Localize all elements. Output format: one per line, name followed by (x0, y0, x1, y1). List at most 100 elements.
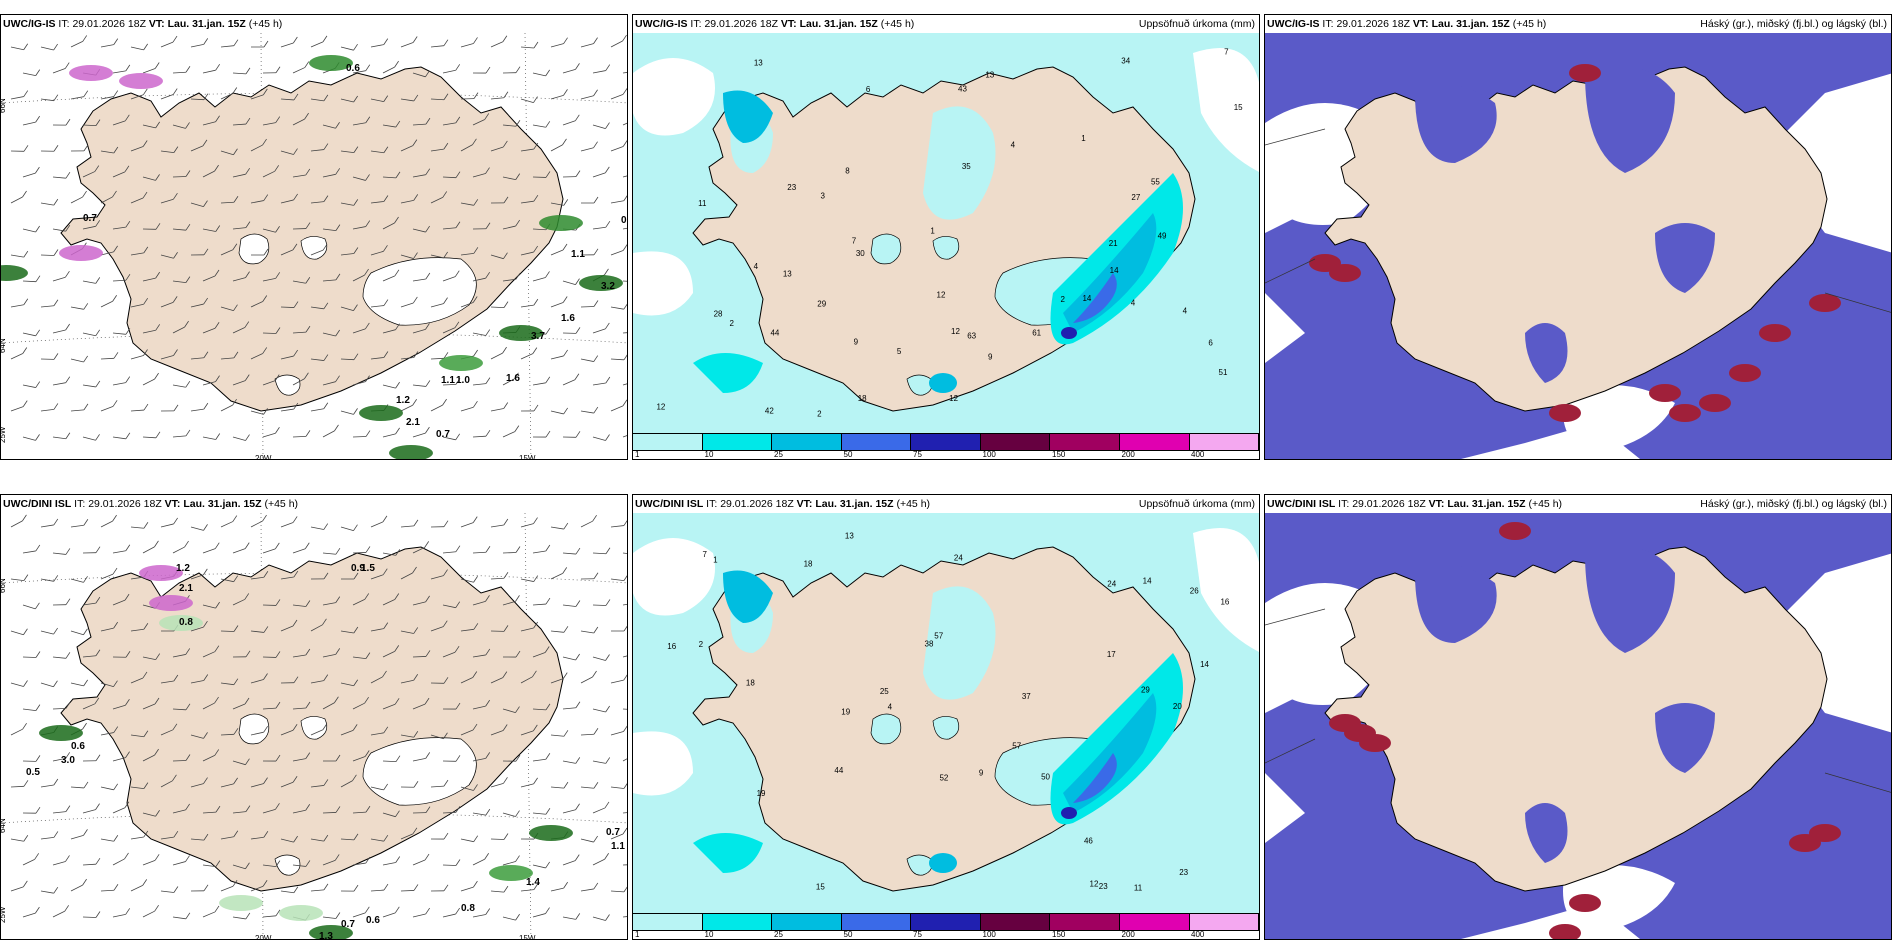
precip-value-label: 44 (834, 766, 843, 775)
panel-field-title: Háský (gr.), miðský (fj.bl.) og lágský (… (1700, 498, 1887, 510)
wind-value-label: 1.1 (611, 841, 625, 852)
lon-label: 15W (519, 454, 536, 460)
precip-value-label: 14 (1110, 266, 1119, 275)
precip-value-label: 19 (757, 789, 766, 798)
glacier-outline (300, 236, 328, 260)
vt-value: Lau. 31.jan. 15Z (815, 498, 894, 510)
colorbar-swatch (1119, 914, 1190, 930)
precip-value-label: 16 (667, 642, 676, 651)
it-label: IT: (1322, 18, 1334, 30)
lon-label: 25W (1, 426, 7, 443)
precip-value-label: 12 (656, 402, 665, 411)
colorbar-swatch (841, 914, 912, 930)
precip-value-label: 57 (1012, 741, 1021, 750)
precip-value-label: 25 (880, 687, 889, 696)
it-value: 29.01.2026 18Z (88, 498, 162, 510)
colorbar-tick-label: 25 (774, 930, 783, 939)
cloud-high-spot (1549, 404, 1581, 422)
panel-header: UWC/DINI ISL IT: 29.01.2026 18Z VT: Lau.… (635, 498, 1255, 510)
colorbar-tick-label: 1 (635, 930, 640, 939)
precip-value-label: 51 (1219, 368, 1228, 377)
colorbar-tick-label: 50 (843, 930, 853, 939)
panel-header: UWC/DINI ISL IT: 29.01.2026 18Z VT: Lau.… (1267, 498, 1887, 510)
map-panel-6: UWC/DINI ISL IT: 29.01.2026 18Z VT: Lau.… (1264, 494, 1892, 940)
precip-blob (389, 445, 433, 459)
precip-value-label: 4 (754, 262, 759, 271)
it-label: IT: (58, 18, 70, 30)
vt-value: Lau. 31.jan. 15Z (799, 18, 878, 30)
precip-value-label: 13 (754, 59, 763, 68)
precip-value-label: 9 (988, 352, 993, 361)
lead-time: (+45 h) (264, 498, 299, 510)
colorbar-swatch (1050, 434, 1120, 450)
wind-value-label: 0.5 (621, 215, 628, 226)
map-panel-5: UWC/DINI ISL IT: 29.01.2026 18Z VT: Lau.… (632, 494, 1260, 940)
precip-blob (489, 865, 533, 881)
glacier-outline (932, 716, 960, 740)
precip-blob (439, 355, 483, 371)
precip-blob (499, 325, 543, 341)
lat-label: 66N (1, 578, 7, 593)
vt-value: Lau. 31.jan. 15Z (1431, 18, 1510, 30)
glacier-outline (932, 236, 960, 260)
colorbar-swatch (841, 434, 912, 450)
wind-value-label: 0.7 (606, 827, 620, 838)
model-name: UWC/IG-IS (1267, 18, 1320, 30)
precip-blob (1, 265, 28, 281)
precip-value-label: 6 (1208, 339, 1213, 348)
wind-value-label: 0.8 (179, 617, 193, 628)
it-label: IT: (1338, 498, 1350, 510)
wind-value-label: 3.7 (531, 331, 545, 342)
colorbar-tick-label: 200 (1121, 930, 1135, 939)
precip-value-label: 34 (1121, 56, 1130, 65)
precip-value-label: 13 (985, 71, 994, 80)
vt-value: Lau. 31.jan. 15Z (167, 18, 246, 30)
map-panel-4: UWC/DINI ISL IT: 29.01.2026 18Z VT: Lau.… (0, 494, 628, 940)
precip-value-label: 12 (937, 290, 946, 299)
precip-value-label: 38 (925, 639, 934, 648)
precip-value-label: 29 (817, 300, 826, 309)
precip-value-label: 24 (954, 553, 963, 562)
precip-value-label: 7 (702, 550, 707, 559)
colorbar-swatch (1119, 434, 1190, 450)
wind-value-label: 1.2 (176, 563, 190, 574)
precip-value-label: 44 (770, 329, 779, 338)
lat-label: 66N (1, 98, 7, 113)
colorbar-tick-label: 100 (982, 930, 996, 939)
precip-blob (279, 905, 323, 921)
lat-label: 64N (1, 338, 7, 353)
it-value: 29.01.2026 18Z (704, 18, 778, 30)
precip-value-label: 14 (1082, 294, 1091, 303)
wind-value-label: 1.0 (456, 375, 470, 386)
lead-time: (+45 h) (248, 18, 283, 30)
cloud-high-spot (1729, 364, 1761, 382)
wind-value-label: 1.1 (571, 249, 585, 260)
lon-label: 20W (255, 454, 272, 460)
it-label: IT: (706, 498, 718, 510)
vt-label: VT: (1428, 498, 1445, 510)
glacier-outline (870, 233, 902, 265)
precip-value-label: 4 (1183, 306, 1188, 315)
vt-label: VT: (148, 18, 165, 30)
precip-value-label: 61 (1032, 328, 1041, 337)
model-name: UWC/DINI ISL (3, 498, 72, 510)
wind-value-label: 0.6 (71, 741, 85, 752)
colorbar-swatch (1050, 914, 1120, 930)
precip-value-label: 27 (1131, 193, 1140, 202)
glacier-outline (274, 854, 301, 876)
map-panel-1: UWC/IG-IS IT: 29.01.2026 18Z VT: Lau. 31… (0, 14, 628, 460)
precip-blob (309, 925, 353, 939)
lon-label: 25W (1, 906, 7, 923)
precip-value-label: 21 (1109, 239, 1118, 248)
precip-value-label: 18 (746, 678, 755, 687)
colorbar-tick-label: 400 (1191, 450, 1205, 459)
precip-value-label: 28 (714, 309, 723, 318)
vt-label: VT: (1412, 18, 1429, 30)
lead-time: (+45 h) (1512, 18, 1547, 30)
precip-value-label: 5 (897, 347, 902, 356)
precip-blob (149, 595, 193, 611)
model-name: UWC/DINI ISL (635, 498, 704, 510)
glacier-outline (870, 713, 902, 745)
model-name: UWC/DINI ISL (1267, 498, 1336, 510)
precip-value-label: 20 (1173, 702, 1182, 711)
